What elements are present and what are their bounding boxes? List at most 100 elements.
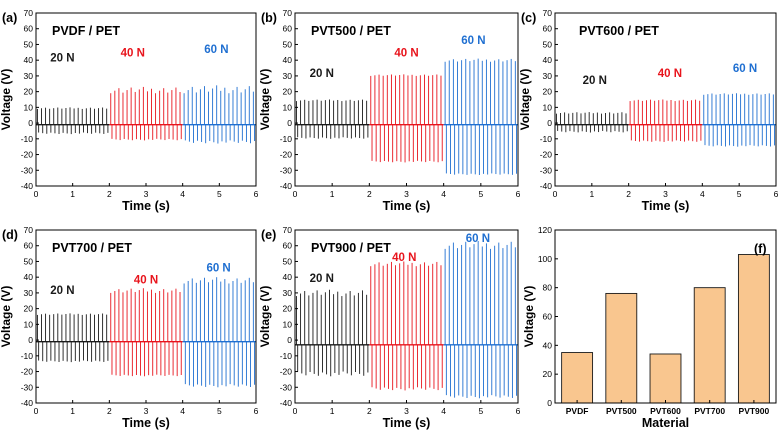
force-label: 60 N (204, 44, 228, 56)
y-tick-label: -20 (540, 150, 553, 160)
y-tick-label: 20 (283, 304, 293, 314)
y-tick-label: 80 (543, 283, 553, 293)
y-tick-label: 70 (543, 8, 553, 18)
y-axis-label: Voltage (V) (0, 286, 13, 348)
y-tick-label: -30 (21, 165, 34, 175)
y-tick-label: 20 (24, 87, 34, 97)
bar-pvt600 (649, 353, 682, 404)
panel-title: PVT500 / PET (311, 24, 391, 38)
x-tick-label: 3 (404, 406, 409, 416)
y-tick-label: 50 (283, 256, 293, 266)
x-axis-label: Time (s) (122, 416, 170, 430)
panel-label: (d) (2, 228, 18, 242)
y-tick-label: 40 (283, 55, 293, 65)
force-label: 60 N (206, 263, 230, 275)
x-tick-label: 5 (478, 406, 483, 416)
force-label: 40 N (394, 47, 418, 59)
x-tick-label: 1 (70, 406, 75, 416)
y-tick-label: 40 (283, 272, 293, 282)
y-tick-label: 50 (543, 39, 553, 49)
y-axis-label: Voltage (V) (0, 69, 13, 131)
x-tick-label: 0 (553, 189, 558, 199)
panel-label: (c) (521, 11, 536, 25)
series-60n (702, 93, 776, 147)
panel-b: -40 -30 -20 -10 0 10 20 30 40 50 60 70 0 1 2 3 4 5 6 Time (… (258, 8, 521, 213)
y-tick-label: 30 (24, 288, 34, 298)
y-tick-label: 10 (24, 319, 34, 329)
x-tick-label: 3 (404, 189, 409, 199)
x-tick-label: 0 (34, 189, 39, 199)
panel-a: -40 -30 -20 -10 0 10 20 30 40 50 60 70 0 1 2 3 4 5 6 Time (… (0, 8, 259, 213)
y-tick-label: 60 (283, 24, 293, 34)
y-tick-label: 20 (543, 369, 553, 379)
y-tick-label: -20 (21, 367, 34, 377)
x-tick-label: PVT600 (650, 406, 681, 416)
x-tick-label: 1 (589, 189, 594, 199)
y-tick-label: 0 (287, 335, 292, 345)
y-tick-label: -20 (280, 367, 293, 377)
y-axis-label: Voltage (V) (258, 69, 272, 131)
series-20n (36, 107, 110, 135)
force-label: 20 N (50, 52, 74, 64)
x-tick-label: PVT700 (694, 406, 725, 416)
x-tick-label: 5 (217, 406, 222, 416)
x-tick-label: 0 (293, 406, 298, 416)
series-40n (628, 99, 703, 142)
y-tick-label: 30 (24, 71, 34, 81)
x-tick-label: PVT900 (739, 406, 770, 416)
y-tick-label: 40 (24, 55, 34, 65)
y-tick-label: -30 (280, 165, 293, 175)
y-tick-label: 60 (283, 241, 293, 251)
x-axis-label: Material (642, 416, 689, 430)
x-tick-label: 1 (330, 189, 335, 199)
x-tick-label: 2 (626, 189, 631, 199)
force-label: 60 N (461, 35, 485, 47)
series-20n (555, 112, 629, 133)
panel-label: (b) (261, 11, 277, 25)
y-tick-label: 0 (547, 398, 552, 408)
force-label: 40 N (121, 47, 145, 59)
x-tick-label: 2 (107, 189, 112, 199)
y-tick-label: 20 (543, 87, 553, 97)
x-tick-label: 3 (663, 189, 668, 199)
force-label: 20 N (50, 285, 74, 297)
y-tick-label: 0 (547, 118, 552, 128)
y-axis-label: Voltage (V) (258, 286, 272, 348)
y-tick-label: 30 (543, 71, 553, 81)
y-tick-label: 60 (543, 312, 553, 322)
y-tick-label: -30 (21, 382, 34, 392)
x-tick-label: 4 (180, 189, 185, 199)
y-tick-label: 20 (283, 87, 293, 97)
y-tick-label: 30 (283, 288, 293, 298)
x-axis-label: Time (s) (122, 199, 170, 213)
plot-frame (35, 229, 257, 404)
panel-e: -40 -30 -20 -10 0 10 20 30 40 50 60 70 0 1 2 3 4 5 6 Time (… (258, 225, 521, 430)
series-60n (443, 241, 518, 399)
y-axis-label: Voltage (V) (518, 69, 532, 131)
y-tick-label: -40 (21, 181, 34, 191)
series-40n (369, 74, 444, 163)
y-tick-label: -40 (540, 181, 553, 191)
panel-label: (a) (2, 11, 17, 25)
y-tick-label: -10 (280, 134, 293, 144)
y-tick-label: 10 (283, 102, 293, 112)
force-label: 60 N (466, 233, 490, 245)
y-tick-label: 0 (28, 118, 33, 128)
y-tick-label: 40 (543, 340, 553, 350)
panel-title: PVT700 / PET (52, 241, 132, 255)
y-tick-label: 20 (24, 304, 34, 314)
x-tick-label: 1 (70, 189, 75, 199)
force-label: 40 N (392, 252, 416, 264)
y-tick-label: -40 (280, 181, 293, 191)
x-tick-label: 2 (367, 189, 372, 199)
series-40n (109, 86, 183, 141)
bar-pvdf (561, 352, 594, 404)
y-tick-label: -10 (21, 134, 34, 144)
force-label: 60 N (733, 63, 757, 75)
panel-c: -40 -30 -20 -10 0 10 20 30 40 50 60 70 0 1 2 3 4 5 6 Time (… (518, 8, 779, 213)
bar-pvt700 (693, 287, 726, 404)
y-tick-label: 60 (543, 24, 553, 34)
bar-pvt900 (737, 254, 770, 404)
x-axis-label: Time (s) (642, 199, 690, 213)
y-tick-label: 100 (538, 254, 552, 264)
